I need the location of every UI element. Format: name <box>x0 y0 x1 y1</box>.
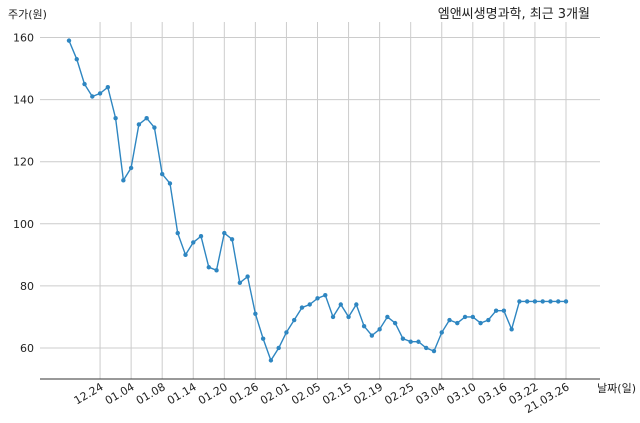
data-point <box>548 299 553 304</box>
data-point <box>323 292 328 298</box>
data-point <box>462 314 468 320</box>
x-tick-label: 02.25 <box>382 380 416 407</box>
data-point <box>144 116 149 121</box>
y-tick-labels: 60 80 100 120 140 160 <box>13 32 34 355</box>
x-tick-labels: 12.2401.0401.0801.1401.2001.2602.0102.05… <box>72 380 572 416</box>
data-point <box>260 336 266 341</box>
x-tick-label: 02.01 <box>258 380 292 407</box>
data-point <box>424 345 429 351</box>
data-point <box>408 339 413 344</box>
data-point <box>556 299 561 304</box>
data-point <box>183 252 188 258</box>
data-point <box>307 302 312 307</box>
data-point <box>152 125 157 130</box>
data-point <box>501 308 507 313</box>
data-point <box>136 122 142 127</box>
data-point <box>392 320 398 326</box>
data-point <box>369 333 375 338</box>
x-tick-label: 01.08 <box>134 380 168 407</box>
data-point <box>563 299 569 304</box>
data-point <box>299 305 305 310</box>
data-point <box>121 178 126 183</box>
data-point <box>206 265 211 270</box>
data-point <box>400 336 406 341</box>
data-point <box>113 116 118 121</box>
chart-title: 엠앤씨생명과학, 최근 3개월 <box>438 7 590 22</box>
data-point <box>470 314 476 320</box>
data-point <box>66 38 72 43</box>
data-point <box>532 299 538 304</box>
data-point <box>524 299 530 304</box>
data-point <box>431 348 437 354</box>
data-point <box>214 268 219 273</box>
data-point <box>509 327 514 332</box>
data-point <box>361 324 367 329</box>
data-point <box>159 171 165 177</box>
x-axis-title: 날짜(일) <box>597 381 636 395</box>
y-tick-label: 60 <box>20 342 34 355</box>
y-tick-label: 160 <box>13 32 34 45</box>
y-tick-label: 100 <box>13 218 34 231</box>
data-point <box>90 94 95 99</box>
data-point <box>486 317 491 323</box>
x-tick-label: 02.05 <box>289 380 323 407</box>
data-point <box>292 317 297 323</box>
data-point <box>198 234 204 239</box>
x-tick-label: 02.19 <box>351 380 385 407</box>
x-tick-label: 03.10 <box>445 380 479 407</box>
data-point <box>493 308 499 313</box>
data-point <box>338 302 343 307</box>
data-point <box>315 296 320 301</box>
x-tick-label: 12.24 <box>72 380 106 407</box>
data-point <box>540 299 545 304</box>
y-tick-label: 140 <box>13 94 34 107</box>
x-tick-label: 03.04 <box>413 380 447 407</box>
data-point <box>237 280 243 285</box>
x-tick-label: 01.26 <box>227 380 261 407</box>
y-axis-title: 주가(원) <box>8 8 47 21</box>
x-tick-label: 01.20 <box>196 380 230 407</box>
data-point <box>284 330 289 335</box>
data-point <box>455 320 460 326</box>
data-point <box>377 327 382 332</box>
x-tick-label: 01.14 <box>165 380 199 407</box>
y-tick-label: 120 <box>13 156 34 169</box>
x-tick-label: 02.15 <box>320 380 354 407</box>
data-point <box>268 358 274 363</box>
data-point <box>478 320 483 326</box>
x-tick-label: 03.16 <box>476 380 510 407</box>
data-point <box>276 345 281 351</box>
data-point <box>222 230 227 236</box>
data-point <box>330 314 336 320</box>
grid-layer <box>40 22 600 379</box>
data-point <box>167 181 173 186</box>
data-point <box>346 314 351 320</box>
data-point <box>229 237 235 242</box>
data-point <box>82 81 87 87</box>
data-point <box>447 317 452 323</box>
data-point <box>74 57 79 62</box>
price-series <box>66 38 569 363</box>
data-point <box>517 299 522 304</box>
data-point <box>105 84 111 90</box>
data-point <box>439 330 444 335</box>
data-point <box>128 165 134 171</box>
x-tick-label: 01.04 <box>103 380 137 407</box>
data-point <box>354 302 359 307</box>
data-point <box>416 339 421 344</box>
data-point <box>385 314 390 320</box>
data-point <box>191 240 196 245</box>
y-tick-label: 80 <box>20 280 34 293</box>
data-point <box>253 311 258 317</box>
data-point <box>245 274 250 279</box>
data-point <box>175 230 180 236</box>
data-point <box>97 91 103 96</box>
